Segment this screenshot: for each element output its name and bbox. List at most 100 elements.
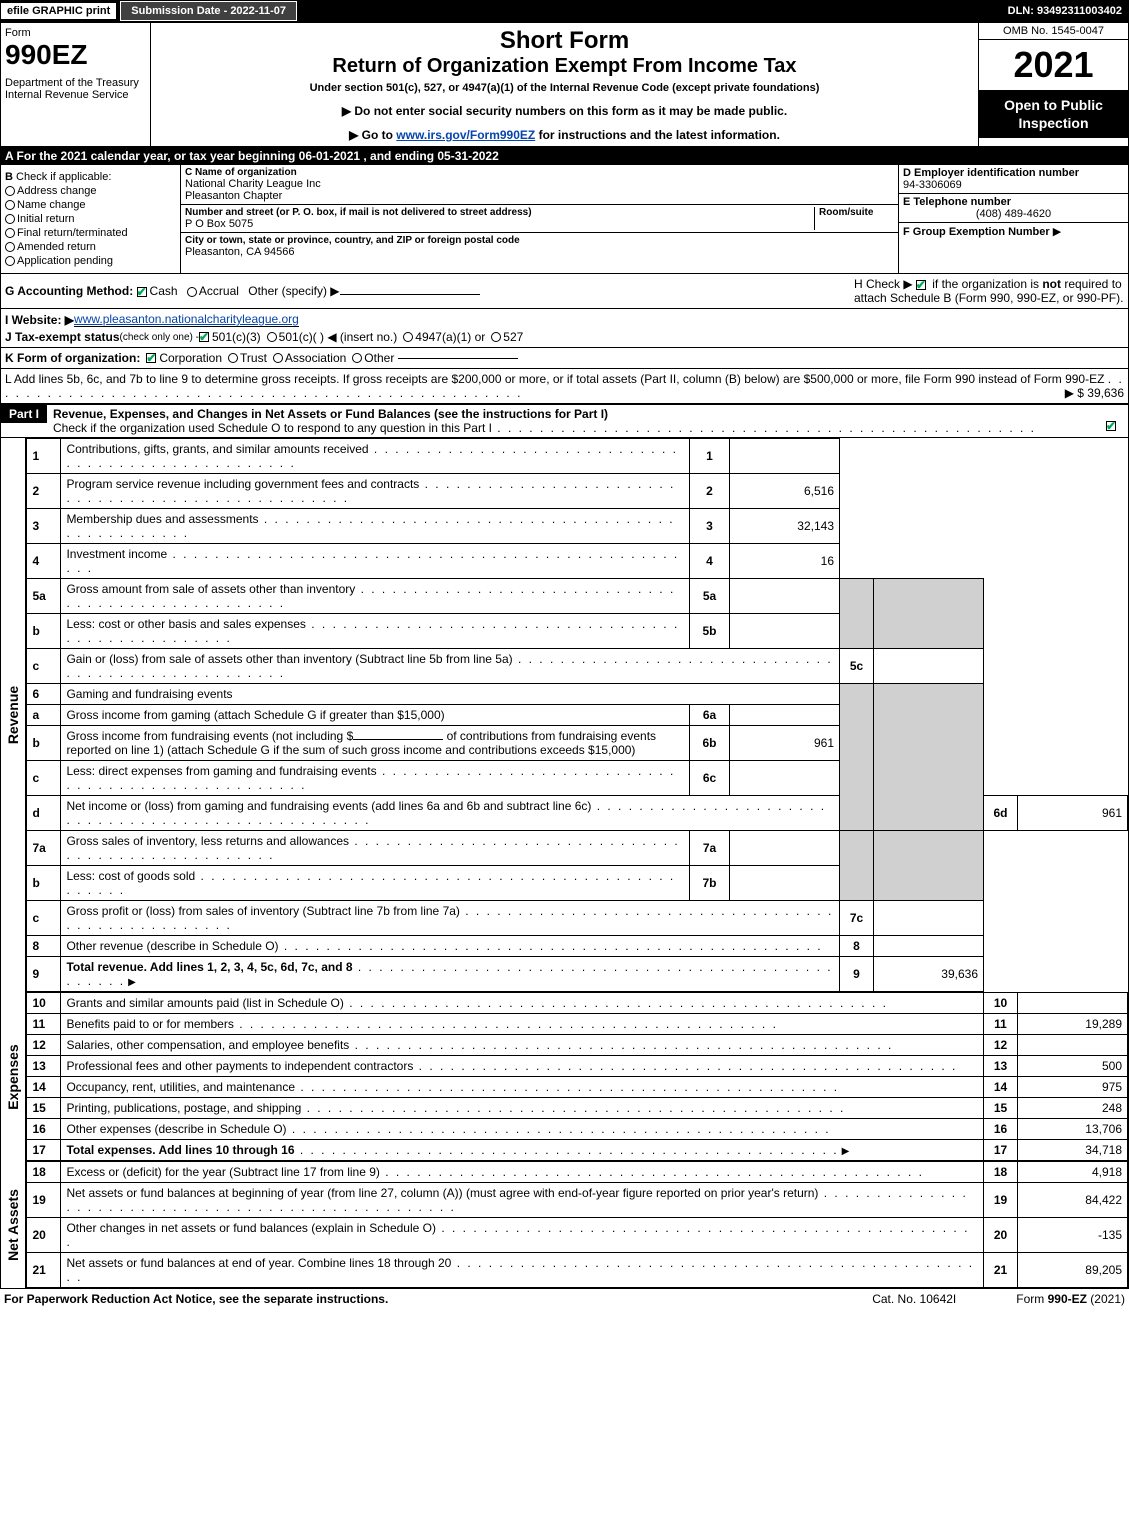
telephone: (408) 489-4620	[903, 208, 1124, 220]
schedule-b-checkbox[interactable]	[916, 280, 926, 290]
table-row: cGross profit or (loss) from sales of in…	[27, 901, 1128, 936]
501c-radio[interactable]	[267, 332, 277, 342]
table-row: 10Grants and similar amounts paid (list …	[27, 993, 1128, 1014]
table-row: 16Other expenses (describe in Schedule O…	[27, 1119, 1128, 1140]
table-row: 6Gaming and fundraising events	[27, 684, 1128, 705]
revenue-table: 1Contributions, gifts, grants, and simil…	[26, 438, 1128, 992]
form-title: Return of Organization Exempt From Incom…	[155, 55, 974, 78]
org-name-2: Pleasanton Chapter	[185, 190, 894, 202]
omb-number: OMB No. 1545-0047	[979, 23, 1128, 40]
expenses-sidebar: Expenses	[1, 992, 26, 1161]
table-row: 8Other revenue (describe in Schedule O)8	[27, 936, 1128, 957]
527-radio[interactable]	[491, 332, 501, 342]
name-change-radio[interactable]	[5, 200, 15, 210]
accounting-method: G Accounting Method: Cash Accrual Other …	[5, 284, 480, 298]
col-b: B Check if applicable: Address change Na…	[1, 165, 181, 273]
catalog-number: Cat. No. 10642I	[872, 1292, 956, 1306]
part-i-label: Part I	[1, 405, 47, 423]
city-state-zip: Pleasanton, CA 94566	[185, 246, 894, 258]
short-form-label: Short Form	[155, 27, 974, 55]
paperwork-notice: For Paperwork Reduction Act Notice, see …	[4, 1292, 388, 1306]
form-version: Form 990-EZ (2021)	[1016, 1292, 1125, 1306]
top-bar: efile GRAPHIC print Submission Date - 20…	[0, 0, 1129, 22]
row-k: K Form of organization: Corporation Trus…	[1, 348, 1128, 369]
4947-radio[interactable]	[403, 332, 413, 342]
netassets-table: 18Excess or (deficit) for the year (Subt…	[26, 1161, 1128, 1288]
form-id-col: Form 990EZ Department of the Treasury In…	[1, 23, 151, 146]
subtitle: Under section 501(c), 527, or 4947(a)(1)…	[155, 82, 974, 94]
ein: 94-3306069	[903, 179, 962, 191]
irs-link[interactable]: www.irs.gov/Form990EZ	[396, 128, 535, 142]
association-radio[interactable]	[273, 353, 283, 363]
room-suite-label: Room/suite	[814, 207, 894, 230]
footer: For Paperwork Reduction Act Notice, see …	[0, 1289, 1129, 1309]
street: P O Box 5075	[185, 218, 814, 230]
table-row: 5aGross amount from sale of assets other…	[27, 579, 1128, 614]
submission-date: Submission Date - 2022-11-07	[120, 1, 297, 21]
col-c: C Name of organization National Charity …	[181, 165, 898, 273]
table-row: 7aGross sales of inventory, less returns…	[27, 831, 1128, 866]
row-j: J Tax-exempt status (check only one) - 5…	[1, 327, 1128, 348]
row-i: I Website: ▶ www.pleasanton.nationalchar…	[1, 309, 1128, 327]
address-change-radio[interactable]	[5, 186, 15, 196]
accrual-radio[interactable]	[187, 287, 197, 297]
table-row: 1Contributions, gifts, grants, and simil…	[27, 439, 1128, 474]
table-row: 9Total revenue. Add lines 1, 2, 3, 4, 5c…	[27, 957, 1128, 992]
other-org-line[interactable]	[398, 358, 518, 359]
table-row: 11Benefits paid to or for members1119,28…	[27, 1014, 1128, 1035]
col-d: D Employer identification number 94-3306…	[898, 165, 1128, 273]
revenue-sidebar: Revenue	[1, 438, 26, 992]
form-frame: Form 990EZ Department of the Treasury In…	[0, 22, 1129, 1289]
row-g-h: G Accounting Method: Cash Accrual Other …	[1, 274, 1128, 309]
table-row: 2Program service revenue including gover…	[27, 474, 1128, 509]
table-row: 3Membership dues and assessments332,143	[27, 509, 1128, 544]
open-public: Open to Public Inspection	[979, 90, 1128, 138]
501c3-checkbox[interactable]	[199, 332, 209, 342]
amended-return-radio[interactable]	[5, 242, 15, 252]
tax-year: 2021	[979, 40, 1128, 90]
table-row: 18Excess or (deficit) for the year (Subt…	[27, 1162, 1128, 1183]
line-h: H Check ▶ if the organization is not req…	[854, 277, 1124, 305]
revenue-section: Revenue 1Contributions, gifts, grants, a…	[1, 438, 1128, 992]
trust-radio[interactable]	[228, 353, 238, 363]
expenses-section: Expenses 10Grants and similar amounts pa…	[1, 992, 1128, 1161]
table-row: 14Occupancy, rent, utilities, and mainte…	[27, 1077, 1128, 1098]
table-row: 4Investment income416	[27, 544, 1128, 579]
part-i-header: Part I Revenue, Expenses, and Changes in…	[1, 404, 1128, 438]
schedule-o-checkbox[interactable]	[1106, 421, 1116, 431]
arrow-icon	[839, 1143, 853, 1157]
instruction-1: ▶ Do not enter social security numbers o…	[155, 104, 974, 118]
section-b-to-f: B Check if applicable: Address change Na…	[1, 165, 1128, 274]
website-link[interactable]: www.pleasanton.nationalcharityleague.org	[74, 312, 299, 327]
instruction-2: ▶ Go to www.irs.gov/Form990EZ for instru…	[155, 128, 974, 142]
other-specify-line[interactable]	[340, 294, 480, 295]
application-pending-radio[interactable]	[5, 256, 15, 266]
corporation-checkbox[interactable]	[146, 353, 156, 363]
table-row: cGain or (loss) from sale of assets othe…	[27, 649, 1128, 684]
title-col: Short Form Return of Organization Exempt…	[151, 23, 978, 146]
gross-receipts-amount: ▶ $ 39,636	[1065, 386, 1124, 400]
table-row: 15Printing, publications, postage, and s…	[27, 1098, 1128, 1119]
cash-checkbox[interactable]	[137, 287, 147, 297]
org-name-1: National Charity League Inc	[185, 178, 894, 190]
netassets-sidebar: Net Assets	[1, 1161, 26, 1288]
table-row: 21Net assets or fund balances at end of …	[27, 1253, 1128, 1288]
table-row: 19Net assets or fund balances at beginni…	[27, 1183, 1128, 1218]
table-row: 17Total expenses. Add lines 10 through 1…	[27, 1140, 1128, 1161]
dln-label: DLN: 93492311003402	[1008, 5, 1128, 17]
form-word: Form	[5, 27, 146, 39]
year-col: OMB No. 1545-0047 2021 Open to Public In…	[978, 23, 1128, 146]
arrow-icon	[125, 974, 139, 988]
initial-return-radio[interactable]	[5, 214, 15, 224]
form-number: 990EZ	[5, 39, 146, 71]
table-row: 13Professional fees and other payments t…	[27, 1056, 1128, 1077]
header-row: Form 990EZ Department of the Treasury In…	[1, 23, 1128, 147]
final-return-radio[interactable]	[5, 228, 15, 238]
expenses-table: 10Grants and similar amounts paid (list …	[26, 992, 1128, 1161]
other-org-radio[interactable]	[352, 353, 362, 363]
netassets-section: Net Assets 18Excess or (deficit) for the…	[1, 1161, 1128, 1288]
line-a: A For the 2021 calendar year, or tax yea…	[1, 147, 1128, 165]
contrib-blank[interactable]	[353, 739, 443, 740]
department: Department of the Treasury Internal Reve…	[5, 77, 146, 101]
table-row: 12Salaries, other compensation, and empl…	[27, 1035, 1128, 1056]
